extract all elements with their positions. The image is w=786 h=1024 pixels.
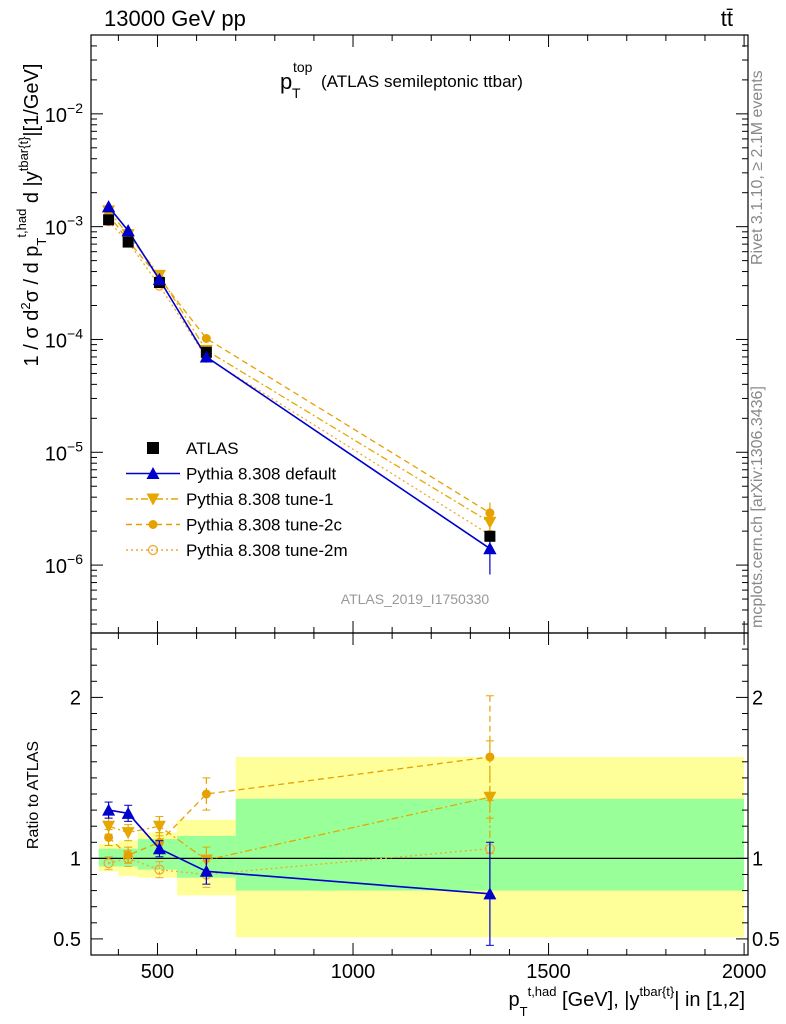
ratio-point-2 [152, 820, 166, 833]
series-line-2 [108, 210, 491, 523]
rivet-label: Rivet 3.1.10, ≥ 2.1M events [749, 70, 766, 265]
mcplots-label: mcplots.cern.ch [arXiv:1306.3436] [749, 386, 766, 628]
y-tick-label: 10−6 [45, 551, 83, 578]
ratio-point-1 [483, 887, 497, 900]
legend-label-data: ATLAS [186, 439, 239, 458]
series-point-1-top [199, 350, 213, 363]
legend: ATLAS Pythia 8.308 default Pythia 8.308 tu… [126, 439, 348, 560]
legend-label-4: Pythia 8.308 tune-2m [186, 541, 348, 560]
ratio-line-4 [108, 848, 490, 876]
ratio-point-2 [483, 791, 497, 804]
lower-y-tick-label-right: 2 [752, 687, 763, 709]
legend-label-1: Pythia 8.308 default [186, 465, 337, 484]
upper-ylabel-text: 1 / σ d2σ / d pTt,had d |ytbar{t}|[1/GeV… [14, 64, 49, 367]
legend-marker-data [147, 442, 159, 454]
data-point [122, 236, 134, 248]
ratio-point-4 [103, 858, 114, 869]
legend-label-2: Pythia 8.308 tune-1 [186, 490, 333, 509]
legend-marker-2 [146, 493, 160, 506]
title-rest: (ATLAS semileptonic ttbar) [321, 72, 523, 91]
header-left: 13000 GeV pp [104, 6, 246, 31]
series-point-1-top [483, 542, 497, 555]
upper-series [102, 200, 497, 575]
lower-panel [91, 756, 748, 938]
analysis-id: ATLAS_2019_I1750330 [341, 591, 490, 607]
x-tick-label: 1000 [331, 961, 376, 983]
ratio-point-2 [121, 827, 135, 840]
lower-ylabel: Ratio to ATLAS [25, 741, 42, 849]
series-point-1-top [102, 200, 116, 213]
ratio-point-3 [123, 850, 133, 860]
title-sub: T [292, 85, 301, 101]
y-tick-label: 10−4 [45, 325, 83, 352]
lower-y-tick-label-right: 0.5 [752, 929, 780, 951]
y-tick-label: 10−2 [45, 100, 83, 127]
series-point-1-top [152, 273, 166, 286]
upper-panel [91, 35, 748, 633]
lower-y-tick-label: 1 [70, 848, 81, 870]
data-point [484, 530, 496, 542]
ratio-point-1 [121, 806, 135, 819]
x-tick-label: 2000 [722, 961, 767, 983]
ratio-point-1 [152, 842, 166, 855]
series-point-2 [483, 516, 497, 529]
data-point [103, 214, 115, 226]
lower-series [102, 695, 497, 946]
lower-axes: 0.5 0.5 1 1 2 2 500 1000 1500 2000 [53, 632, 780, 983]
legend-marker-4 [147, 544, 159, 556]
title-main: p [280, 69, 292, 94]
series-point-3 [201, 333, 211, 343]
x-tick-label: 1500 [526, 961, 571, 983]
legend-label-3: Pythia 8.308 tune-2c [186, 516, 342, 535]
title-sup: top [293, 59, 313, 75]
lower-y-tick-label: 2 [70, 687, 81, 709]
chart-title: p top T (ATLAS semileptonic ttbar) [280, 59, 523, 101]
lower-y-tick-label: 0.5 [53, 929, 81, 951]
xlabel-text: pTt,had [GeV], |ytbar{t}| in [1,2] [509, 984, 746, 1019]
ratio-point-2 [102, 820, 116, 833]
lower-y-tick-label-right: 1 [752, 848, 763, 870]
upper-plot-area [91, 35, 748, 633]
x-tick-label: 500 [141, 961, 174, 983]
upper-ylabel: 1 / σ d2σ / d pTt,had d |ytbar{t}|[1/GeV… [14, 64, 49, 367]
ratio-point-3 [201, 789, 211, 799]
ratio-point-1 [199, 864, 213, 877]
legend-marker-1 [146, 467, 160, 479]
header-right: tt̄ [721, 6, 733, 31]
series-point-1-top [121, 224, 135, 237]
y-tick-label: 10−3 [45, 213, 83, 240]
ratio-point-4 [154, 864, 165, 875]
xlabel: pTt,had [GeV], |ytbar{t}| in [1,2] [509, 984, 746, 1019]
legend-marker-3 [148, 520, 158, 529]
ratio-point-3 [104, 832, 114, 842]
y-tick-label: 10−5 [45, 438, 83, 465]
ratio-point-1 [102, 803, 116, 816]
